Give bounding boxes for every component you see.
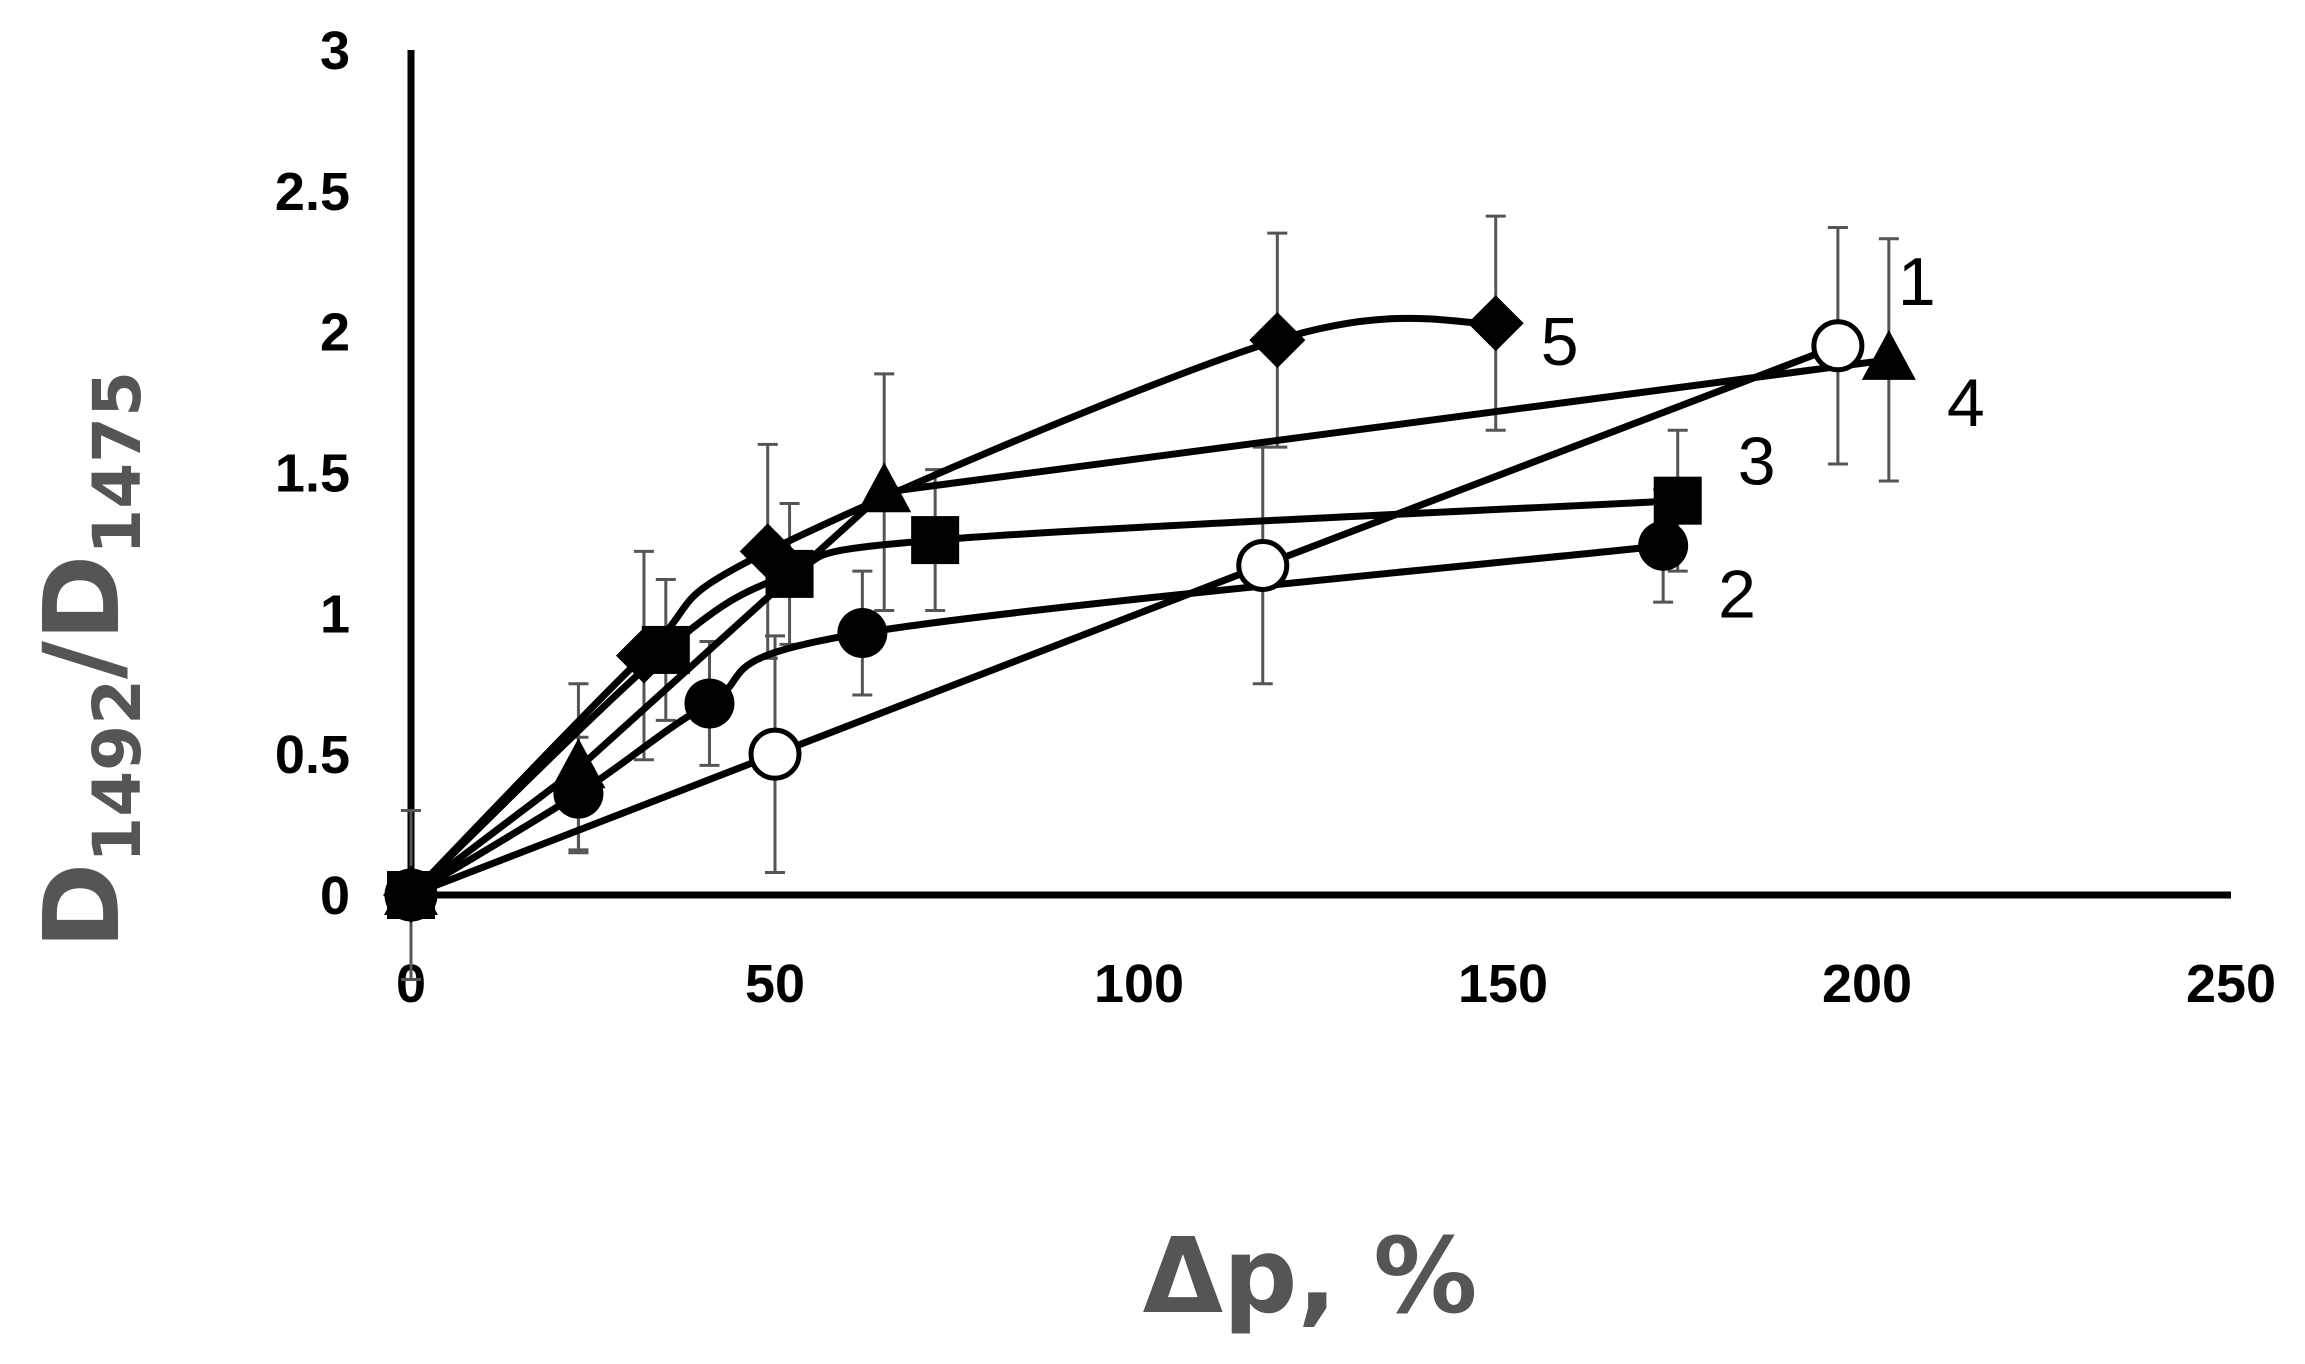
axes xyxy=(407,50,2231,899)
data-point-5 xyxy=(739,523,796,580)
data-point-4 xyxy=(1861,329,1916,380)
x-tick-label: 50 xyxy=(745,954,805,1014)
data-point-2 xyxy=(684,678,735,729)
x-tick-label: 150 xyxy=(1458,954,1548,1014)
y-title-main: D xyxy=(21,863,143,949)
series-label-2: 2 xyxy=(1718,557,1756,633)
y-tick-label: 2.5 xyxy=(275,162,350,222)
data-point-4 xyxy=(551,738,606,789)
y-tick-labels: 0 0.5 1 1.5 2 2.5 3 xyxy=(275,21,350,926)
y-title-sub2: 1475 xyxy=(79,371,156,555)
data-point-1 xyxy=(748,727,802,781)
data-point-1 xyxy=(1236,538,1290,592)
y-title-sub1: 1492 xyxy=(79,679,156,863)
y-title-sep: /D xyxy=(21,555,143,679)
x-tick-label: 100 xyxy=(1094,954,1184,1014)
x-axis-title: Δp, % xyxy=(1143,1215,1478,1337)
y-tick-label: 0.5 xyxy=(275,725,350,785)
data-point-4 xyxy=(857,462,912,513)
series-label-1: 1 xyxy=(1898,244,1936,320)
series-line-2 xyxy=(409,542,1664,898)
data-point-3 xyxy=(1653,476,1702,525)
y-tick-label: 2 xyxy=(320,303,350,363)
data-point-1 xyxy=(1811,319,1865,373)
data-point-5 xyxy=(1249,312,1306,369)
y-tick-label: 0 xyxy=(320,866,350,926)
data-point-2 xyxy=(1638,520,1689,571)
y-tick-label: 3 xyxy=(320,21,350,81)
series-line-4 xyxy=(408,356,1890,898)
x-tick-label: 250 xyxy=(2186,954,2276,1014)
data-point-5 xyxy=(1467,295,1524,352)
y-tick-label: 1 xyxy=(320,584,350,644)
data-point-5 xyxy=(615,627,672,684)
series-markers xyxy=(383,295,1916,923)
series-line-1 xyxy=(409,342,1840,899)
data-point-2 xyxy=(837,608,888,659)
x-tick-label: 200 xyxy=(1822,954,1912,1014)
y-tick-label: 1.5 xyxy=(275,444,350,504)
series-lines xyxy=(408,314,1890,899)
series-label-3: 3 xyxy=(1738,424,1776,500)
y-axis-title: D1492/D1475 xyxy=(21,371,156,949)
series-labels: 1 2 3 4 5 xyxy=(1541,244,1985,633)
data-point-3 xyxy=(911,516,960,565)
series-label-4: 4 xyxy=(1947,365,1985,441)
series-label-5: 5 xyxy=(1541,304,1579,380)
data-point-5 xyxy=(383,867,439,923)
series-line-5 xyxy=(408,314,1496,898)
x-tick-labels: 0 50 100 150 200 250 xyxy=(396,954,2276,1014)
